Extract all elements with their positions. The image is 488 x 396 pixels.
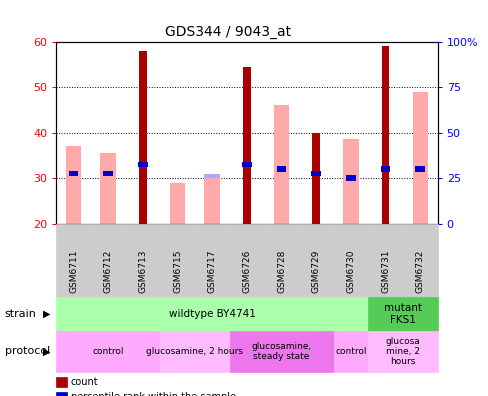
Bar [381, 46, 388, 224]
Text: GSM6717: GSM6717 [207, 249, 216, 293]
Text: control: control [335, 347, 366, 356]
Bar [415, 166, 424, 172]
Text: ▶: ▶ [42, 309, 50, 319]
Text: GSM6730: GSM6730 [346, 249, 355, 293]
Bar [242, 162, 251, 167]
Bar [243, 67, 250, 224]
Text: GSM6711: GSM6711 [69, 249, 78, 293]
Bar [100, 153, 116, 224]
Text: protocol: protocol [5, 346, 50, 356]
Bar [139, 51, 146, 224]
Bar [69, 171, 78, 176]
Bar [276, 166, 286, 172]
Text: percentile rank within the sample: percentile rank within the sample [71, 392, 235, 396]
Bar [65, 146, 81, 224]
Bar [103, 171, 113, 176]
Text: glucosamine, 2 hours: glucosamine, 2 hours [146, 347, 243, 356]
Text: control: control [92, 347, 124, 356]
Bar [343, 139, 358, 224]
Title: GDS344 / 9043_at: GDS344 / 9043_at [164, 25, 290, 39]
Bar [312, 133, 320, 224]
Text: GSM6715: GSM6715 [173, 249, 182, 293]
Text: ▶: ▶ [42, 346, 50, 356]
Bar [169, 183, 185, 224]
Text: glucosamine,
steady state: glucosamine, steady state [251, 342, 311, 361]
Text: GSM6712: GSM6712 [103, 249, 113, 293]
Text: GSM6726: GSM6726 [242, 249, 251, 293]
Bar [346, 175, 355, 181]
Bar [204, 173, 220, 178]
Bar [311, 171, 321, 176]
Text: GSM6728: GSM6728 [277, 249, 285, 293]
Bar [273, 105, 289, 224]
Text: count: count [71, 377, 98, 387]
Text: wildtype BY4741: wildtype BY4741 [168, 309, 255, 319]
Bar [138, 162, 147, 167]
Bar [204, 178, 220, 224]
Text: GSM6713: GSM6713 [138, 249, 147, 293]
Text: glucosa
mine, 2
hours: glucosa mine, 2 hours [385, 337, 420, 366]
Bar [412, 91, 427, 224]
Text: mutant
FKS1: mutant FKS1 [383, 303, 421, 325]
Text: GSM6731: GSM6731 [380, 249, 389, 293]
Text: strain: strain [5, 309, 37, 319]
Bar [380, 166, 390, 172]
Text: GSM6729: GSM6729 [311, 249, 320, 293]
Text: GSM6732: GSM6732 [415, 249, 424, 293]
